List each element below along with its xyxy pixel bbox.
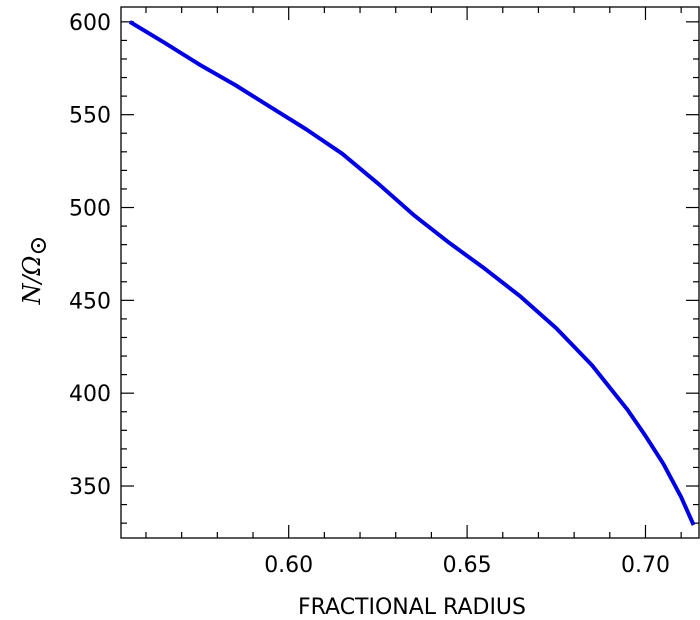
y-tick-label: 550 <box>69 104 111 129</box>
y-tick-label: 500 <box>69 197 111 222</box>
series-layer <box>128 20 696 526</box>
y-tick-label: 600 <box>69 11 111 36</box>
y-axis-title: N/Ω⊙ <box>18 235 52 305</box>
y-tick-label: 400 <box>69 382 111 407</box>
y-axis-title-subscript: ⊙ <box>24 235 52 255</box>
x-axis-title: FRACTIONAL RADIUS <box>298 595 526 620</box>
x-tick-label: 0.70 <box>621 553 670 578</box>
plot-frame <box>120 6 700 539</box>
y-tick-label: 450 <box>69 289 111 314</box>
axes: 0.60 0.65 0.70 350 400 450 500 550 600 <box>69 6 700 578</box>
series-line <box>128 20 696 526</box>
x-tick-label: 0.60 <box>264 553 313 578</box>
labels: FRACTIONAL RADIUS N/Ω⊙ <box>18 235 526 620</box>
y-tick-label: 350 <box>69 475 111 500</box>
y-axis-title-main: N/Ω <box>18 256 46 306</box>
x-tick-label: 0.65 <box>443 553 492 578</box>
